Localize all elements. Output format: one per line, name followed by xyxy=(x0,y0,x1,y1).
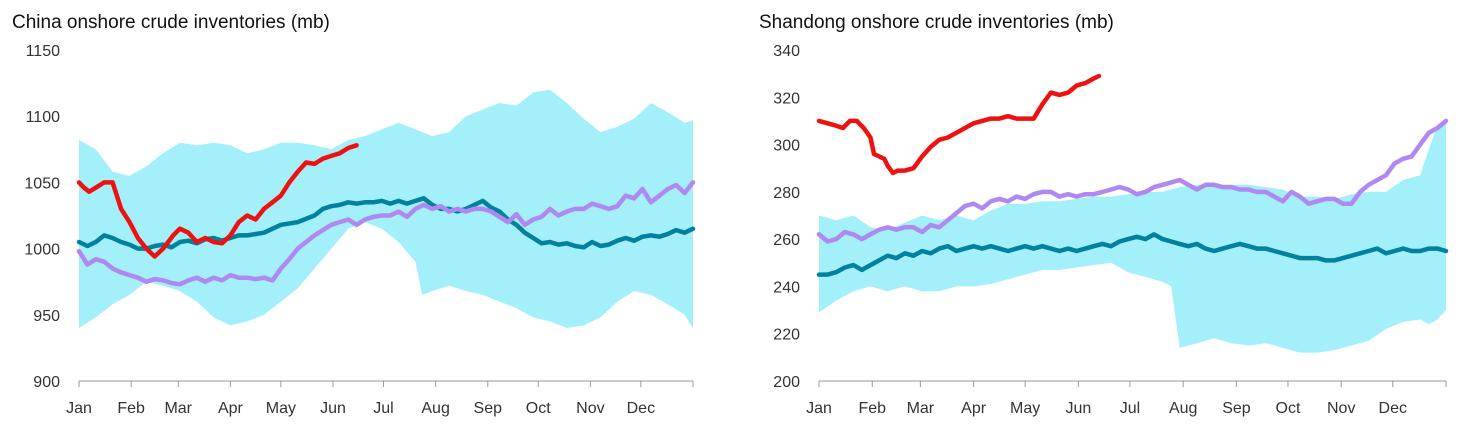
shandong-x-tick-label: May xyxy=(1010,400,1040,417)
china-x-tick-label: May xyxy=(266,400,296,417)
shandong-x-tick-label: Mar xyxy=(907,400,935,417)
shandong-y-tick-label: 340 xyxy=(773,43,800,60)
china-y-tick-label: 900 xyxy=(33,374,60,391)
china-y-tick-label: 1150 xyxy=(26,43,61,60)
shandong-series-previous-year xyxy=(816,118,1449,244)
china-x-tick-label: Jul xyxy=(373,400,393,417)
shandong-x-tick-label: Feb xyxy=(858,400,886,417)
china-series-average xyxy=(76,196,696,251)
shandong-y-tick-label: 200 xyxy=(773,374,800,391)
shandong-series-current-year xyxy=(816,73,1102,176)
shandong-series-average xyxy=(816,232,1449,277)
china-x-tick-label: Nov xyxy=(576,400,604,417)
shandong-x-tick-label: Aug xyxy=(1169,400,1197,417)
china-x-tick-label: Dec xyxy=(627,400,655,417)
shandong-range-band xyxy=(819,118,1446,353)
china-y-tick-label: 1050 xyxy=(24,175,60,192)
shandong-x-tick-label: Jun xyxy=(1065,400,1091,417)
shandong-y-tick-label: 280 xyxy=(773,185,800,202)
china-x-tick-label: Jan xyxy=(66,400,92,417)
shandong-x-tick-label: Apr xyxy=(961,400,987,417)
china-y-tick-label: 1100 xyxy=(26,109,61,126)
shandong-x-tick-label: Oct xyxy=(1276,400,1301,417)
china-chart-title: China onshore crude inventories (mb) xyxy=(12,12,330,33)
shandong-y-tick-label: 300 xyxy=(773,138,800,155)
shandong-chart-title: Shandong onshore crude inventories (mb) xyxy=(759,12,1114,33)
shandong-y-tick-label: 260 xyxy=(773,232,800,249)
china-x-tick-label: Apr xyxy=(218,400,244,417)
china-x-tick-label: Feb xyxy=(117,400,145,417)
china-x-tick-label: Sep xyxy=(474,400,503,417)
shandong-y-tick-label: 240 xyxy=(773,279,800,296)
shandong-x-tick-label: Sep xyxy=(1222,400,1251,417)
shandong-x-tick-label: Jul xyxy=(1120,400,1140,417)
china-y-tick-label: 950 xyxy=(33,308,60,325)
china-x-tick-label: Aug xyxy=(421,400,449,417)
china-range-band xyxy=(79,89,693,328)
shandong-y-tick-label: 320 xyxy=(773,90,800,107)
china-x-tick-label: Jun xyxy=(320,400,346,417)
china-x-tick-label: Oct xyxy=(526,400,551,417)
china-series-previous-year xyxy=(76,180,696,287)
china-x-tick-label: Mar xyxy=(164,400,192,417)
shandong-y-tick-label: 220 xyxy=(773,327,800,344)
china-onshore-chart: China onshore crude inventories (mb) Jan… xyxy=(12,12,696,417)
shandong-x-tick-label: Jan xyxy=(806,400,832,417)
china-y-tick-label: 1000 xyxy=(24,242,60,259)
china-series-current-year xyxy=(76,143,359,259)
shandong-x-tick-label: Nov xyxy=(1327,400,1355,417)
shandong-x-tick-label: Dec xyxy=(1379,400,1407,417)
shandong-onshore-chart: Shandong onshore crude inventories (mb) … xyxy=(759,12,1449,417)
